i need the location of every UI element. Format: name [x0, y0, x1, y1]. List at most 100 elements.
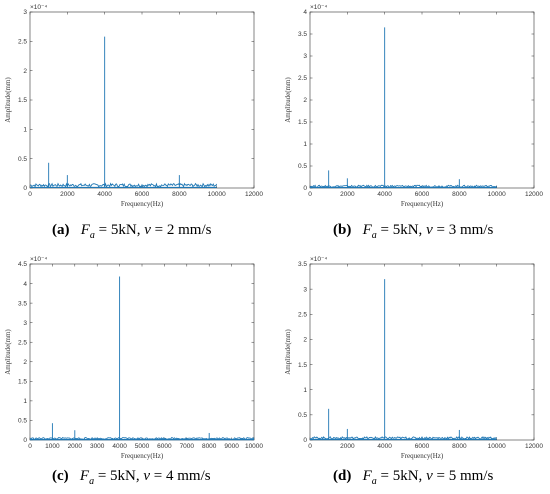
x-tick-label: 0 — [308, 443, 312, 450]
caption-b-speed: 3 — [448, 222, 457, 238]
y-tick-label: 1.5 — [18, 97, 27, 104]
y-tick-label: 2 — [23, 68, 27, 75]
chart-a-svg: 0 2000 4000 6000 8000 10000 12000 0 0.5 1 1.5 2 2.5 3… — [4, 4, 263, 208]
x-tick-label: 5000 — [135, 443, 150, 450]
x-tick-label: 12000 — [525, 191, 543, 198]
y-tick-label: 0 — [303, 437, 307, 444]
y-tick-label: 0.5 — [18, 156, 27, 163]
y-axis-label: Amplitude(mm) — [4, 329, 12, 375]
x-tick-label: 2000 — [68, 443, 83, 450]
x-tick-label: 4000 — [377, 191, 392, 198]
y-tick-label: 0.5 — [18, 418, 27, 425]
x-tick-label: 2000 — [340, 443, 355, 450]
y-tick-label: 2 — [303, 97, 307, 104]
x-axis-label: Frequency(Hz) — [121, 200, 164, 208]
plot-frame — [29, 263, 255, 441]
plot-frame — [29, 11, 255, 189]
x-tick-label: 6000 — [135, 191, 150, 198]
x-tick-label: 4000 — [97, 191, 112, 198]
y-axis-label: Amplitude(mm) — [284, 77, 292, 123]
y-tick-label: 2.5 — [18, 339, 27, 346]
y-tick-label: 3.5 — [18, 300, 27, 307]
x-axis-label: Frequency(Hz) — [401, 200, 444, 208]
y-tick-label: 4 — [303, 9, 307, 16]
noise-floor-line — [29, 437, 255, 441]
caption-b: (b) Fa = 5kN, v = 3 mm/s — [333, 222, 494, 241]
y-axis-label: Amplitude(mm) — [284, 329, 292, 375]
y-tick-label: 4.5 — [18, 261, 27, 268]
y-exponent-label: ×10⁻⁴ — [30, 256, 47, 263]
x-tick-label: 10000 — [488, 191, 506, 198]
x-tick-label: 7000 — [180, 443, 195, 450]
y-exponent-label: ×10⁻⁴ — [310, 256, 327, 263]
x-tick-label: 2000 — [340, 191, 355, 198]
y-tick-label: 3.5 — [298, 31, 307, 38]
y-tick-label: 0 — [303, 185, 307, 192]
plot-frame — [309, 11, 535, 189]
noise-floor-line — [309, 184, 497, 189]
y-tick-label: 3.5 — [298, 261, 307, 268]
x-tick-label: 6000 — [415, 191, 430, 198]
y-tick-label: 2 — [23, 359, 27, 366]
y-tick-label: 2 — [303, 337, 307, 344]
y-tick-label: 0 — [23, 437, 27, 444]
x-axis-label: Frequency(Hz) — [121, 452, 164, 460]
caption-a-speed: 2 — [166, 222, 175, 238]
y-tick-label: 1 — [23, 398, 27, 405]
chart-c-svg: 0 1000 2000 3000 4000 5000 6000 7000 8000 9000 100… — [4, 256, 263, 460]
x-tick-label: 1000 — [45, 443, 60, 450]
x-tick-label: 6000 — [157, 443, 172, 450]
y-tick-label: 0 — [23, 185, 27, 192]
x-tick-label: 0 — [28, 443, 32, 450]
y-tick-label: 3 — [303, 53, 307, 60]
y-tick-label: 1.5 — [18, 379, 27, 386]
caption-d: (d) Fa = 5kN, v = 5 mm/s — [333, 468, 494, 487]
y-tick-label: 1 — [23, 127, 27, 134]
x-tick-label: 0 — [28, 191, 32, 198]
y-tick-label: 2.5 — [18, 39, 27, 46]
y-tick-label: 3 — [303, 286, 307, 293]
caption-a: (a) Fa = 5kN, v = 2 mm/s — [52, 222, 212, 241]
y-tick-label: 3 — [23, 320, 27, 327]
noise-floor-line — [29, 182, 218, 188]
x-axis-label: Frequency(Hz) — [401, 452, 444, 460]
x-tick-label: 8000 — [452, 191, 467, 198]
y-tick-label: 0.5 — [298, 163, 307, 170]
caption-a-label: (a) — [52, 222, 70, 238]
chart-panel-a: 0 2000 4000 6000 8000 10000 12000 0 0.5 1 1.5 2 2.5 3… — [0, 0, 270, 210]
y-tick-label: 2.5 — [298, 311, 307, 318]
y-tick-label: 1 — [303, 141, 307, 148]
chart-panel-c: 0 1000 2000 3000 4000 5000 6000 7000 8000 9000 100… — [0, 252, 270, 462]
x-tick-label: 3000 — [90, 443, 105, 450]
x-tick-label: 8000 — [452, 443, 467, 450]
y-tick-label: 3 — [23, 9, 27, 16]
x-tick-label: 2000 — [60, 191, 75, 198]
x-tick-label: 0 — [308, 191, 312, 198]
y-tick-label: 0.5 — [298, 412, 307, 419]
x-tick-label: 8000 — [202, 443, 217, 450]
chart-panel-b: 0 2000 4000 6000 8000 10000 12000 0 0.5 1 1.5 2 2.5 3… — [280, 0, 550, 210]
x-tick-label: 10000 — [488, 443, 506, 450]
chart-panel-d: 0 2000 4000 6000 8000 10000 12000 0 0.5 1 1.5 2 2.5 3… — [280, 252, 550, 462]
x-tick-label: 4000 — [112, 443, 127, 450]
caption-d-label: (d) — [333, 468, 352, 484]
x-tick-label: 12000 — [525, 443, 543, 450]
y-tick-label: 1 — [303, 387, 307, 394]
y-axis-label: Amplitude(mm) — [4, 77, 12, 123]
x-tick-label: 12000 — [245, 191, 263, 198]
y-tick-label: 1.5 — [298, 119, 307, 126]
y-tick-label: 2.5 — [298, 75, 307, 82]
noise-floor-line — [309, 436, 497, 441]
caption-c-label: (c) — [52, 468, 69, 484]
y-exponent-label: ×10⁻⁴ — [30, 4, 47, 11]
x-tick-label: 4000 — [377, 443, 392, 450]
chart-d-svg: 0 2000 4000 6000 8000 10000 12000 0 0.5 1 1.5 2 2.5 3… — [284, 256, 543, 460]
y-tick-label: 1.5 — [298, 362, 307, 369]
caption-c: (c) Fa = 5kN, v = 4 mm/s — [52, 468, 211, 487]
y-tick-label: 4 — [23, 281, 27, 288]
x-tick-label: 8000 — [172, 191, 187, 198]
x-tick-label: 10000 — [245, 443, 263, 450]
x-tick-label: 9000 — [224, 443, 239, 450]
caption-d-speed: 5 — [448, 468, 457, 484]
caption-b-label: (b) — [333, 222, 352, 238]
